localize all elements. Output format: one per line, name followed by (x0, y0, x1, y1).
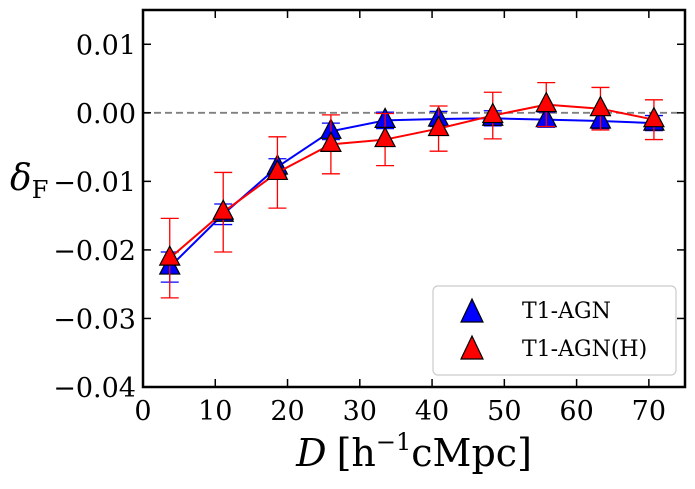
series-line-t1-agn (169, 117, 654, 268)
x-tick-label: 30 (343, 396, 377, 427)
data-point (642, 106, 665, 128)
x-tick-label: 50 (487, 396, 521, 427)
x-tick-label: 20 (270, 396, 304, 427)
legend-label-t1-agn: T1-AGN (522, 299, 611, 324)
x-axis-label-main: D (295, 431, 326, 475)
tick-layer: 0 10 20 30 40 50 60 70 −0.04 −0.03 −0.02 −0.01 0.00 0… (53, 10, 685, 427)
data-point (481, 102, 504, 124)
y-tick-label: 0.00 (76, 99, 136, 130)
x-tick-label: 60 (559, 396, 593, 427)
legend-box (432, 285, 677, 376)
x-tick-label: 70 (632, 396, 666, 427)
data-point (374, 126, 397, 148)
y-tick-label: −0.04 (53, 373, 136, 404)
y-tick-label: −0.01 (53, 167, 136, 198)
data-point (319, 131, 342, 152)
x-axis-label-sup: −1 (376, 428, 411, 456)
plot-frame (141, 8, 687, 389)
data-point (535, 91, 558, 113)
legend-marker-t1-agn-h (460, 334, 484, 360)
series-line-t1-agn-h (169, 103, 655, 259)
y-tick-label: −0.02 (53, 236, 136, 267)
x-axis-label: D [h−1cMpc] (295, 428, 532, 475)
data-point (266, 159, 289, 181)
y-tick-label: 0.01 (76, 30, 136, 61)
x-axis-label-unit: [h (337, 431, 376, 475)
series-t1-agn-h (158, 82, 665, 299)
legend-label-t1-agn-h: T1-AGN(H) (522, 337, 647, 362)
x-tick-label: 10 (198, 396, 232, 427)
legend-marker-t1-agn (460, 297, 484, 323)
series-layer (158, 82, 665, 299)
data-point (427, 115, 450, 137)
x-axis-label-rest: cMpc] (411, 431, 532, 475)
y-tick-label: −0.03 (53, 304, 136, 335)
data-point (158, 244, 181, 266)
series-t1-agn (158, 105, 665, 283)
x-tick-label: 40 (415, 396, 449, 427)
y-axis-label-sub: F (32, 176, 49, 204)
x-tick-label: 0 (134, 396, 151, 427)
y-axis-label: δF (10, 158, 48, 204)
data-point (589, 95, 612, 117)
data-point (212, 198, 235, 220)
legend: T1-AGN T1-AGN(H) (432, 285, 677, 376)
y-axis-label-main: δ (10, 158, 32, 199)
